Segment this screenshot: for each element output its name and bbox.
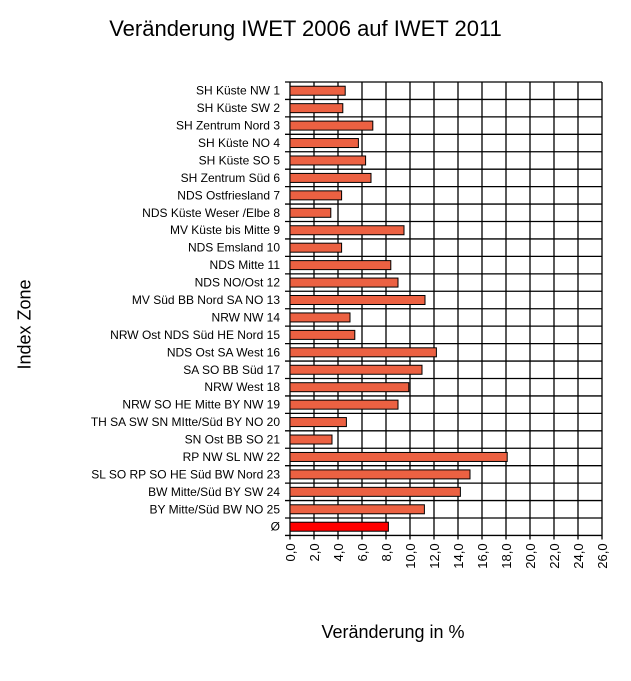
- bar: [289, 399, 399, 410]
- category-label: SA SO BB Süd 17: [183, 363, 280, 377]
- bar: [289, 417, 347, 428]
- x-axis-label: Veränderung in %: [321, 622, 465, 642]
- bar: [289, 329, 356, 340]
- bar: [289, 138, 359, 149]
- x-tick-label: 16,0: [475, 543, 490, 568]
- category-label: SL SO RP SO HE Süd BW Nord 23: [91, 467, 280, 481]
- category-label: TH SA SW SN MItte/Süd BY NO 20: [91, 415, 281, 429]
- category-label: SH Küste NO 4: [198, 136, 280, 150]
- chart-title: Veränderung IWET 2006 auf IWET 2011: [109, 16, 502, 41]
- x-tick-label: 10,0: [403, 543, 418, 568]
- category-label: RP NW SL NW 22: [183, 450, 281, 464]
- category-label: NRW Ost NDS Süd HE Nord 15: [110, 328, 280, 342]
- category-label: NRW NW 14: [212, 310, 281, 324]
- category-label: SH Küste SW 2: [197, 101, 281, 115]
- bar: [289, 382, 410, 393]
- x-tick-label: 0,0: [283, 543, 298, 561]
- bar: [289, 103, 344, 114]
- bar: [289, 312, 351, 323]
- category-label: NDS Ost SA West 16: [167, 345, 280, 359]
- category-label: SH Küste SO 5: [199, 153, 281, 167]
- category-label: SH Zentrum Nord 3: [176, 119, 280, 133]
- x-tick-label: 24,0: [571, 543, 586, 568]
- category-label: BW Mitte/Süd BY SW 24: [148, 485, 280, 499]
- x-tick-label: 2,0: [307, 543, 322, 561]
- bar: [289, 347, 437, 358]
- category-label: SH Zentrum Süd 6: [181, 171, 281, 185]
- category-label: Ø: [271, 520, 280, 534]
- x-tick-label: 8,0: [379, 543, 394, 561]
- category-label: MV Küste bis Mitte 9: [170, 223, 280, 237]
- category-label: NRW SO HE Mitte BY NW 19: [122, 398, 280, 412]
- category-label: NDS NO/Ost 12: [195, 276, 281, 290]
- bar: [289, 364, 423, 375]
- bar: [289, 486, 461, 497]
- bar: [289, 434, 333, 445]
- category-label: SN Ost BB SO 21: [185, 433, 281, 447]
- bar: [289, 225, 405, 236]
- category-label: NRW West 18: [204, 380, 280, 394]
- bar: [289, 155, 367, 166]
- average-bar: [289, 521, 389, 532]
- x-tick-label: 18,0: [499, 543, 514, 568]
- x-tick-label: 20,0: [523, 543, 538, 568]
- bar: [289, 277, 399, 288]
- bar: [289, 207, 332, 218]
- category-label: NDS Küste Weser /Elbe 8: [142, 206, 280, 220]
- bar: [289, 504, 425, 515]
- bar: [289, 451, 508, 462]
- bar: [289, 120, 374, 131]
- category-label: NDS Ostfriesland 7: [177, 188, 280, 202]
- category-label: NDS Mitte 11: [210, 258, 281, 272]
- category-label: MV Süd BB Nord SA NO 13: [132, 293, 280, 307]
- bar: [289, 295, 426, 305]
- bar: [289, 260, 392, 271]
- category-label: BY Mitte/Süd BW NO 25: [150, 502, 281, 516]
- bar: [289, 190, 343, 201]
- x-tick-label: 12,0: [427, 543, 442, 568]
- bar: [289, 242, 343, 253]
- category-label: SH Küste NW 1: [196, 84, 280, 98]
- x-tick-label: 22,0: [547, 543, 562, 568]
- bar: [289, 172, 372, 183]
- x-tick-label: 6,0: [355, 543, 370, 561]
- bar: [289, 85, 346, 96]
- x-tick-label: 4,0: [331, 543, 346, 561]
- category-label: NDS Emsland 10: [188, 241, 280, 255]
- bar: [289, 469, 471, 480]
- x-tick-label: 14,0: [451, 543, 466, 568]
- x-tick-label: 26,0: [595, 543, 610, 568]
